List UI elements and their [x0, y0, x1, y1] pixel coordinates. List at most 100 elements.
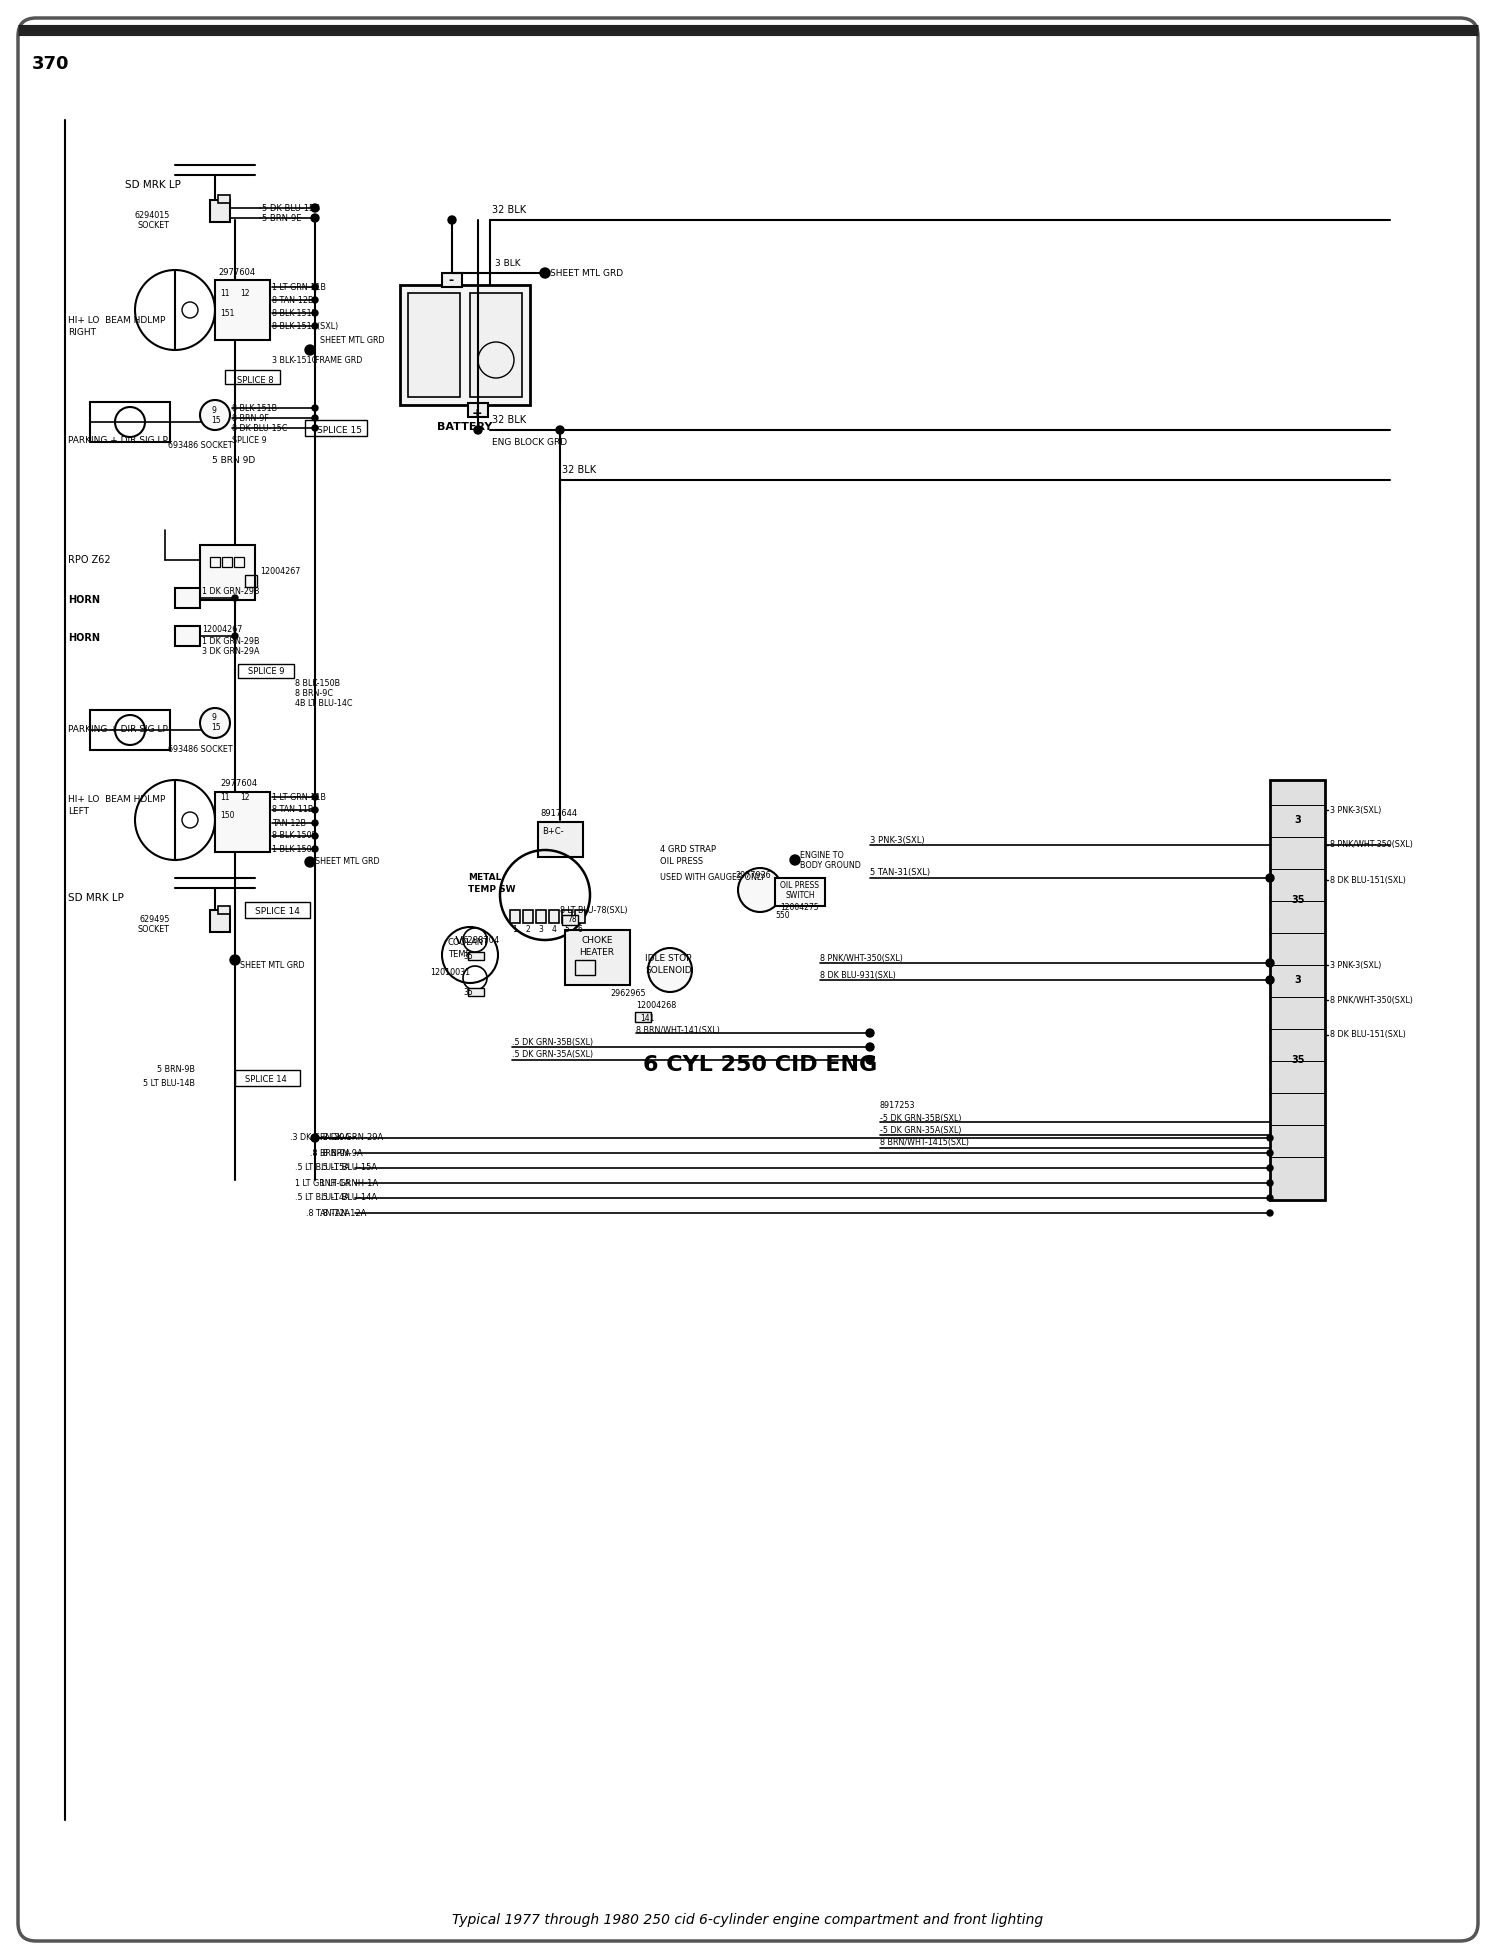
- Text: 4: 4: [552, 925, 557, 934]
- Bar: [305, 419, 367, 437]
- Circle shape: [790, 854, 800, 866]
- Text: RIGHT: RIGHT: [67, 327, 96, 337]
- Circle shape: [866, 1028, 874, 1036]
- Text: ENG BLOCK GRD: ENG BLOCK GRD: [492, 437, 567, 447]
- Text: HEATER: HEATER: [579, 948, 615, 956]
- Text: 12: 12: [239, 793, 250, 801]
- Text: SOCKET: SOCKET: [138, 925, 171, 934]
- Text: SPLICE 15: SPLICE 15: [317, 425, 362, 435]
- Text: 9: 9: [211, 406, 215, 415]
- Text: OIL PRESS: OIL PRESS: [781, 882, 820, 891]
- Circle shape: [738, 868, 782, 913]
- Text: SD MRK LP: SD MRK LP: [67, 893, 124, 903]
- Text: 1 LT GRNH-1A: 1 LT GRNH-1A: [295, 1179, 350, 1187]
- Bar: [470, 294, 522, 398]
- Text: SD MRK LP: SD MRK LP: [126, 180, 181, 190]
- Circle shape: [313, 298, 319, 304]
- Text: 3 PNK-3(SXL): 3 PNK-3(SXL): [871, 835, 925, 844]
- Text: 11: 11: [220, 793, 229, 801]
- Bar: [238, 664, 295, 678]
- Bar: [224, 370, 280, 384]
- Text: 3 PNK-3(SXL): 3 PNK-3(SXL): [1330, 805, 1381, 815]
- Bar: [441, 272, 462, 288]
- Bar: [574, 960, 595, 976]
- Text: SPLICE 9: SPLICE 9: [248, 668, 284, 676]
- Text: .5 LT BLU-14A: .5 LT BLU-14A: [296, 1193, 350, 1203]
- Text: .5 LT BLU-15A: .5 LT BLU-15A: [320, 1164, 377, 1173]
- Circle shape: [474, 425, 482, 435]
- Bar: [218, 196, 230, 204]
- Text: ENGINE TO: ENGINE TO: [800, 850, 844, 860]
- Text: 15: 15: [211, 723, 220, 733]
- Circle shape: [313, 425, 319, 431]
- Text: 12004267: 12004267: [202, 625, 242, 635]
- Circle shape: [866, 1042, 874, 1050]
- Text: 1 LT GRNH-1A: 1 LT GRNH-1A: [320, 1179, 378, 1187]
- Text: 2977936: 2977936: [735, 870, 770, 880]
- Bar: [524, 911, 533, 923]
- Text: 12004275: 12004275: [781, 903, 820, 913]
- Text: 6288704: 6288704: [462, 936, 500, 944]
- Text: 370: 370: [31, 55, 69, 72]
- Text: 150: 150: [220, 811, 235, 819]
- Text: 35: 35: [462, 952, 473, 960]
- Circle shape: [1266, 874, 1275, 882]
- Text: 78: 78: [567, 915, 576, 925]
- Bar: [235, 1070, 301, 1085]
- Text: 8 BLK-151B: 8 BLK-151B: [272, 308, 317, 317]
- Bar: [215, 280, 269, 341]
- Text: -: -: [447, 274, 453, 286]
- Text: 35: 35: [462, 987, 473, 997]
- Text: 1 BLK-150A: 1 BLK-150A: [272, 844, 317, 854]
- Circle shape: [230, 954, 239, 966]
- Circle shape: [313, 310, 319, 315]
- Text: 8 TAN-12B: 8 TAN-12B: [272, 296, 314, 304]
- Bar: [245, 576, 257, 588]
- Bar: [245, 901, 310, 919]
- Bar: [562, 915, 577, 925]
- Circle shape: [313, 833, 319, 838]
- Text: LEFT: LEFT: [67, 807, 88, 817]
- Text: 5: 5: [564, 925, 570, 934]
- Text: SOLENOID: SOLENOID: [645, 966, 691, 974]
- Text: 32 BLK: 32 BLK: [492, 415, 527, 425]
- Bar: [468, 404, 488, 417]
- Bar: [209, 556, 220, 566]
- Text: .8 BRN-9A: .8 BRN-9A: [310, 1148, 350, 1158]
- Bar: [539, 823, 583, 856]
- Bar: [562, 911, 571, 923]
- Text: .5 DK GRN-35A(SXL): .5 DK GRN-35A(SXL): [512, 1050, 592, 1060]
- Text: 8 BLK-151B: 8 BLK-151B: [232, 404, 277, 413]
- Text: TEMP: TEMP: [447, 950, 471, 958]
- Text: .5 DK GRN-35B(SXL): .5 DK GRN-35B(SXL): [512, 1038, 592, 1046]
- Circle shape: [313, 323, 319, 329]
- Circle shape: [1267, 1211, 1273, 1217]
- Bar: [574, 911, 585, 923]
- Text: 151: 151: [220, 308, 235, 317]
- Bar: [175, 627, 200, 646]
- Bar: [90, 709, 171, 750]
- Text: 8 DK BLU-151(SXL): 8 DK BLU-151(SXL): [1330, 876, 1406, 885]
- Text: 5 DK BLU-15B: 5 DK BLU-15B: [262, 204, 320, 212]
- Bar: [218, 905, 230, 915]
- Text: .8 TAN-12A: .8 TAN-12A: [320, 1209, 367, 1217]
- Text: 1 DK GRN-29B: 1 DK GRN-29B: [202, 588, 259, 596]
- Text: 2962965: 2962965: [610, 989, 646, 997]
- Text: 32 BLK: 32 BLK: [562, 464, 595, 474]
- Text: .3 DK GRN-29A: .3 DK GRN-29A: [290, 1134, 350, 1142]
- Text: FRAME GRD: FRAME GRD: [316, 355, 362, 364]
- Text: .5 LT BLU-15A: .5 LT BLU-15A: [295, 1164, 350, 1173]
- Circle shape: [313, 415, 319, 421]
- Circle shape: [1266, 960, 1275, 968]
- Circle shape: [447, 215, 456, 223]
- Text: 4B LT BLU-14C: 4B LT BLU-14C: [295, 699, 353, 707]
- Text: 12: 12: [239, 288, 250, 298]
- Text: 12010031: 12010031: [429, 968, 470, 976]
- Bar: [200, 545, 254, 599]
- Text: 35: 35: [1291, 895, 1305, 905]
- Text: 8 DK BLU-15C: 8 DK BLU-15C: [232, 423, 287, 433]
- Bar: [209, 200, 230, 221]
- Text: 3 BLK: 3 BLK: [495, 259, 521, 268]
- Text: 6: 6: [577, 925, 582, 934]
- Text: SHEET MTL GRD: SHEET MTL GRD: [320, 335, 384, 345]
